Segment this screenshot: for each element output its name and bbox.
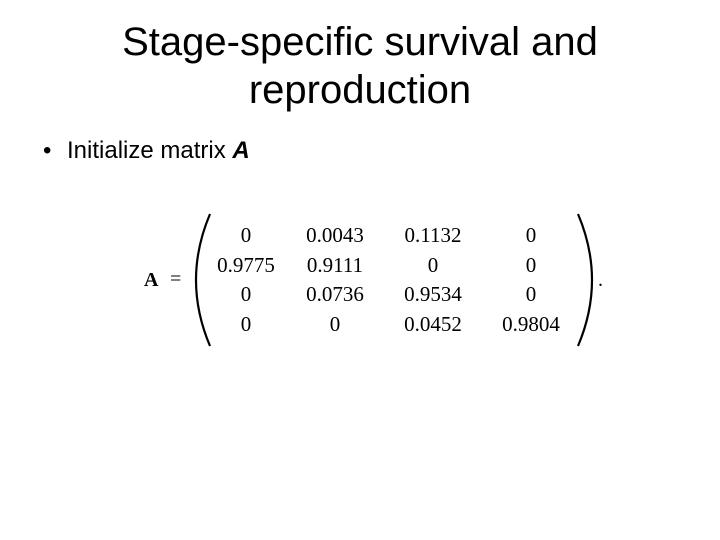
matrix-parentheses (194, 213, 594, 347)
matrix-cell-r2c2: 0.9111 (306, 252, 364, 277)
equals-sign: = (170, 268, 182, 290)
matrix-variable: A (144, 269, 159, 291)
slide-title: Stage-specific survival and reproduction (0, 18, 720, 114)
matrix-cell-r4c1: 0 (240, 311, 252, 336)
right-parenthesis-icon (576, 213, 594, 347)
matrix-cell-r3c3: 0.9534 (404, 282, 462, 306)
matrix-cell-r1c2: 0.0043 (306, 223, 364, 247)
matrix-grid: 0 0.0043 0.1132 0 0.9775 0.9111 0 0 0 0.… (206, 221, 580, 339)
matrix-cell-r1c3: 0.1132 (404, 223, 462, 247)
equation-period: . (598, 269, 603, 291)
matrix-cell-r4c3: 0.0452 (404, 311, 462, 336)
matrix-cell-r1c4: 0 (525, 223, 537, 247)
slide-title-line-2: reproduction (248, 68, 472, 112)
matrix-cell-r3c4: 0 (525, 282, 537, 306)
bullet-item: • Initialize matrix A (43, 134, 250, 168)
matrix-cell-r2c1: 0.9775 (217, 252, 275, 277)
matrix-cell-r4c2: 0 (329, 311, 341, 336)
matrix-cell-r2c3: 0 (427, 252, 439, 277)
slide-title-line-1: Stage-specific survival and (122, 20, 598, 64)
matrix-cell-r1c1: 0 (240, 223, 252, 247)
left-parenthesis-icon (194, 213, 212, 347)
matrix-cell-r3c1: 0 (240, 282, 252, 306)
bullet-matrix-symbol: A (232, 137, 250, 164)
matrix-cell-r3c2: 0.0736 (306, 282, 364, 306)
bullet-text: Initialize matrix (67, 137, 233, 164)
matrix-cell-r4c4: 0.9804 (502, 311, 560, 336)
bullet-icon: • (43, 137, 52, 164)
matrix-equation: A = 0 0.0043 0.1132 0 0.9775 0.9111 0 0 … (140, 210, 620, 350)
matrix-cell-r2c4: 0 (525, 252, 537, 277)
